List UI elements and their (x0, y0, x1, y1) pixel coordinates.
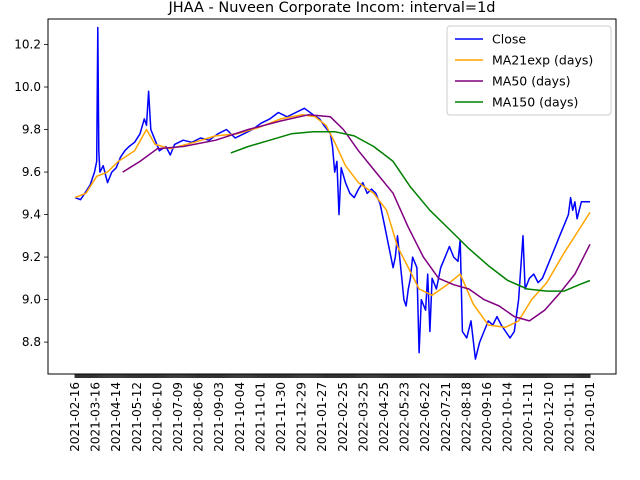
x-tick-label-4: 2021-06-10 (150, 382, 164, 452)
x-tick-label-3: 2021-05-12 (130, 382, 144, 452)
x-tick-label-1: 2021-03-16 (89, 382, 103, 452)
x-tick-label-20: 2020-09-16 (480, 382, 494, 452)
legend-label-0: Close (492, 32, 526, 47)
x-tick-label-2: 2021-04-14 (109, 382, 123, 452)
y-tick-label-4: 9.6 (22, 165, 41, 179)
legend-label-1: MA21exp (days) (492, 53, 593, 68)
x-tick-label-11: 2021-12-29 (295, 382, 309, 452)
y-tick-label-2: 9.2 (22, 250, 41, 264)
x-tick-label-16: 2022-05-23 (398, 382, 412, 452)
y-tick-label-5: 9.8 (22, 123, 41, 137)
x-tick-label-23: 2020-12-10 (542, 382, 556, 452)
x-tick-label-22: 2020-11-11 (521, 382, 535, 452)
x-tick-label-10: 2021-11-30 (274, 382, 288, 452)
series-line-2 (122, 113, 591, 322)
y-tick-label-1: 9.0 (22, 293, 41, 307)
y-tick-label-7: 10.2 (14, 38, 41, 52)
x-tick-label-15: 2022-04-25 (377, 382, 391, 452)
series-line-3 (230, 130, 591, 292)
series-layer (74, 26, 591, 360)
x-tick-label-8: 2021-10-04 (233, 382, 247, 452)
x-axis: 2021-02-16 2021-03-16 2021-04-14 2021-05-12… (68, 374, 597, 452)
y-axis: 8.8 9.0 9.2 9.4 9.6 9.8 10.0 10.2 (14, 38, 48, 349)
chart-title: JHAA - Nuveen Corporate Incom: interval=… (167, 0, 495, 16)
x-tick-label-24: 2021-01-11 (562, 382, 576, 452)
legend-label-2: MA50 (days) (492, 74, 570, 89)
x-tick-label-17: 2022-06-22 (418, 382, 432, 452)
x-tick-label-19: 2022-08-18 (459, 382, 473, 452)
x-tick-label-14: 2022-03-25 (356, 382, 370, 452)
x-tick-label-9: 2021-11-01 (253, 382, 267, 452)
y-tick-label-6: 10.0 (14, 80, 41, 94)
series-line-0 (74, 26, 590, 360)
legend-label-3: MA150 (days) (492, 95, 578, 110)
x-tick-label-12: 2021-01-27 (315, 382, 329, 452)
x-tick-label-25: 2021-01-01 (583, 382, 597, 452)
x-tick-label-18: 2022-07-21 (439, 382, 453, 452)
series-line-1 (74, 113, 591, 328)
x-tick-label-5: 2021-07-09 (171, 382, 185, 452)
y-tick-label-3: 9.4 (22, 208, 41, 222)
x-tick-label-0: 2021-02-16 (68, 382, 82, 452)
legend: Close MA21exp (days) MA50 (days) MA150 (day… (446, 25, 612, 116)
x-tick-label-21: 2020-10-14 (501, 382, 515, 452)
x-tick-label-6: 2021-08-06 (192, 382, 206, 452)
x-tick-label-13: 2022-02-25 (336, 382, 350, 452)
x-tick-label-7: 2021-09-03 (212, 382, 226, 452)
legend-box (446, 25, 612, 116)
y-tick-label-0: 8.8 (22, 335, 41, 349)
